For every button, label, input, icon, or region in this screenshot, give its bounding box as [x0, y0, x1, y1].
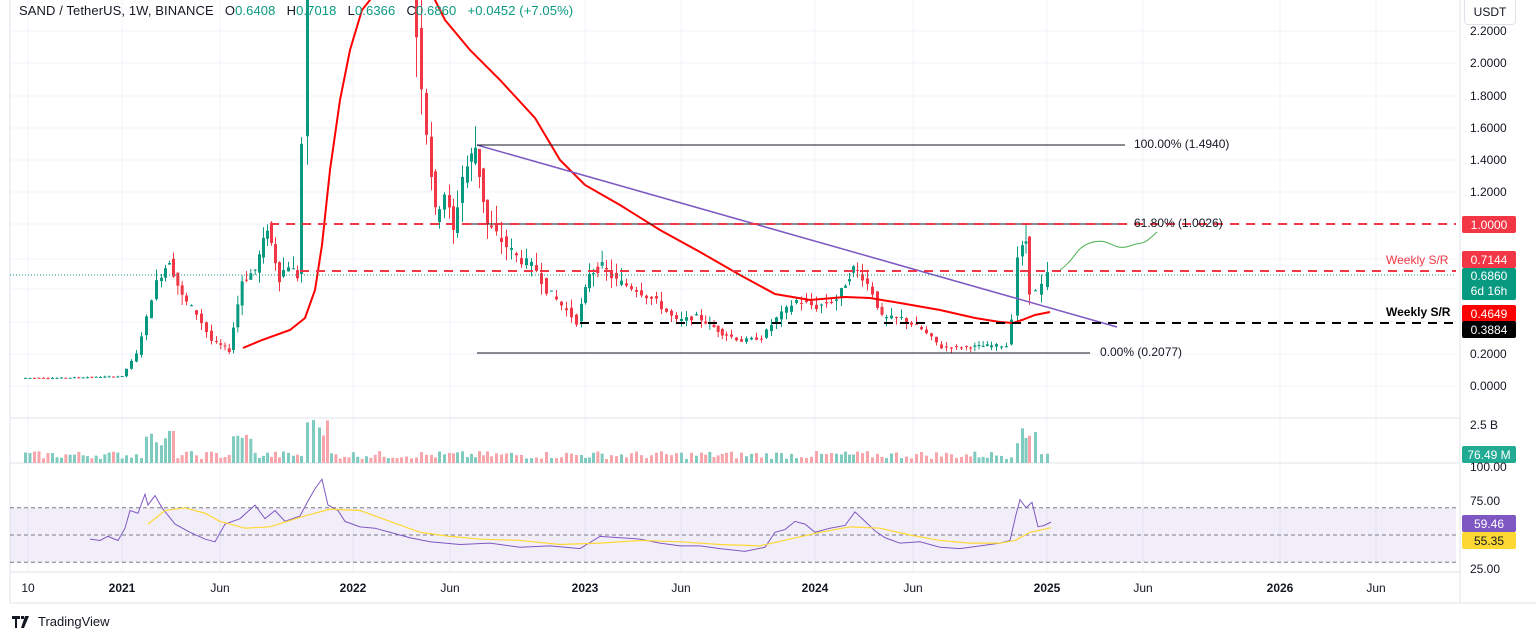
volume-bars [24, 420, 1049, 463]
open-label: O [224, 3, 236, 18]
close-label: C [406, 3, 416, 18]
rsi-axis-tick: 100.00 [1470, 460, 1507, 474]
rsi-ma-line [147, 507, 1052, 547]
price-axis-tick: 0.2000 [1470, 347, 1507, 361]
high-label: H [286, 3, 297, 18]
weekly-sr-lower-label: Weekly S/R [1386, 305, 1451, 319]
candles [24, 0, 1049, 380]
symbol-title[interactable]: SAND / TetherUS, 1W, BINANCE [19, 3, 214, 18]
price-tag: 0.7144 [1462, 251, 1516, 268]
time-axis-tick: Jun [671, 581, 691, 595]
price-tag-value: 0.6860 [1470, 269, 1508, 283]
rsi-line [89, 478, 1052, 552]
descending-trendline [476, 144, 1118, 328]
weekly-sr-upper-label: Weekly S/R [1386, 253, 1449, 267]
projection-path [1059, 231, 1158, 271]
time-axis-tick: 2021 [108, 581, 136, 595]
time-axis-tick: 2022 [339, 581, 367, 595]
fib-618-label: 61.80% (1.0026) [1134, 216, 1223, 230]
time-axis-tick: 2026 [1266, 581, 1294, 595]
rsi-axis-tick: 25.00 [1470, 562, 1501, 576]
low-label: L [347, 3, 355, 18]
price-axis-tick: 2.2000 [1470, 24, 1507, 38]
time-axis-tick: Jun [903, 581, 923, 595]
fib-0-label: 0.00% (0.2077) [1100, 345, 1183, 359]
symbol-legend: SAND / TetherUS, 1W, BINANCE O0.6408 H0.… [19, 3, 573, 18]
open-value: 0.6408 [235, 3, 276, 18]
time-axis-tick: Jun [1133, 581, 1153, 595]
time-axis-tick: 10 [21, 581, 35, 595]
low-value: 0.6366 [354, 3, 396, 18]
price-axis-tick: 1.6000 [1470, 121, 1507, 135]
time-axis-tick: Jun [440, 581, 460, 595]
price-tag: 0.4649 [1462, 305, 1516, 322]
price-axis-tick: 1.2000 [1470, 185, 1507, 199]
brand-name: TradingView [38, 614, 110, 629]
price-tag: 0.3884 [1462, 321, 1516, 338]
volume-current-tag: 76.49 M [1462, 446, 1516, 463]
price-axis-tick: 2.0000 [1470, 56, 1507, 70]
tradingview-logo-icon [12, 615, 29, 628]
tradingview-logo[interactable]: TradingView [12, 614, 110, 629]
currency-button[interactable]: USDT [1464, 0, 1516, 25]
rsi-value-tag: 59.46 [1462, 515, 1516, 532]
time-axis-tick: 2025 [1033, 581, 1061, 595]
time-axis-tick: Jun [1366, 581, 1386, 595]
price-axis-tick: 1.4000 [1470, 153, 1507, 167]
close-value: 0.6860 [415, 3, 457, 18]
rsi-ma-value-tag: 55.35 [1462, 532, 1516, 549]
price-tag: 1.0000 [1462, 216, 1516, 233]
volume-axis-label: 2.5 B [1470, 418, 1499, 432]
rsi-axis-tick: 75.00 [1470, 494, 1501, 508]
price-axis-tick: 0.0000 [1470, 379, 1507, 393]
time-axis-tick: Jun [210, 581, 230, 595]
high-value: 0.7018 [296, 3, 337, 18]
price-axis-tick: 1.8000 [1470, 89, 1507, 103]
time-axis-tick: 2023 [571, 581, 599, 595]
price-tag: 0.6860 6d 16h [1462, 268, 1516, 300]
time-axis-tick: 2024 [801, 581, 829, 595]
fib-100-label: 100.00% (1.4940) [1134, 137, 1230, 151]
countdown: 6d 16h [1470, 284, 1508, 298]
change-value: +0.0452 (+7.05%) [467, 3, 574, 18]
